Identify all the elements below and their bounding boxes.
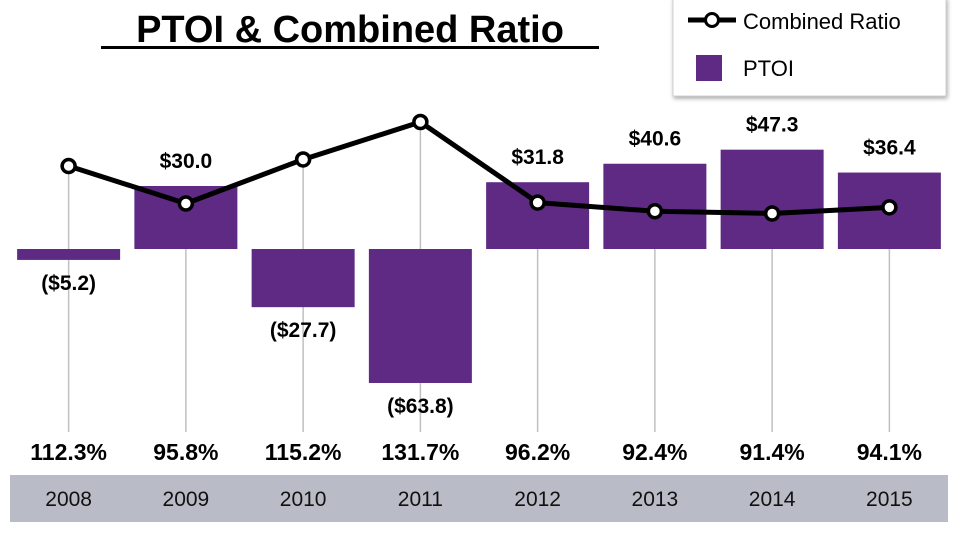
ptoi-bar: [486, 182, 590, 249]
combined-ratio-value-label: 96.2%: [505, 439, 570, 465]
combined-ratio-value-label: 115.2%: [265, 439, 342, 465]
combined-ratio-value-label: 92.4%: [622, 439, 687, 465]
legend: Combined Ratio PTOI: [672, 0, 947, 97]
ptoi-value-label: $31.8: [511, 146, 564, 169]
combined-ratio-value-label: 112.3%: [30, 439, 107, 465]
ptoi-value-label: $47.3: [746, 114, 799, 137]
x-tick-label: 2013: [632, 488, 679, 511]
combined-ratio-value-label: 95.8%: [153, 439, 218, 465]
legend-combined-ratio-label: Combined Ratio: [743, 9, 901, 34]
ptoi-bar: [17, 249, 121, 260]
legend-ptoi-label: PTOI: [743, 56, 794, 81]
combined-ratio-point: [646, 202, 664, 220]
ptoi-value-label: ($27.7): [270, 319, 337, 342]
x-tick-label: 2008: [45, 488, 92, 511]
combined-ratio-line-group: [67, 119, 890, 216]
legend-line-marker: [704, 12, 720, 28]
combined-ratio-point: [294, 151, 312, 168]
combined-ratio-point: [763, 205, 781, 222]
combined-ratio-point: [529, 194, 546, 211]
ptoi-value-label: $30.0: [160, 150, 213, 173]
x-axis-band: [10, 475, 948, 522]
x-tick-label: 2010: [280, 488, 327, 511]
x-tick-label: 2011: [398, 488, 443, 511]
title-group: PTOI & Combined Ratio: [101, 9, 599, 51]
chart-title: PTOI & Combined Ratio: [136, 9, 564, 51]
x-tick-label: 2015: [866, 488, 913, 511]
ptoi-bar: [368, 249, 472, 383]
ptoi-value-label: $40.6: [629, 128, 682, 151]
ptoi-bar: [251, 249, 355, 308]
combined-ratio-value-label: 91.4%: [740, 439, 805, 465]
data-labels: ($5.2) $30.0 ($27.7) ($63.8) $31.8 $40.6 $47.3…: [30, 114, 922, 465]
ptoi-value-label: $36.4: [863, 137, 916, 160]
ptoi-value-label: ($63.8): [387, 395, 454, 418]
combined-ratio-point: [177, 195, 195, 212]
x-tick-label: 2009: [163, 488, 210, 511]
title-underline: [101, 46, 599, 49]
combined-ratio-point: [60, 157, 77, 175]
x-tick-label: 2014: [749, 488, 796, 511]
legend-ptoi-swatch: [696, 55, 722, 81]
combined-ratio-line: [67, 119, 890, 216]
bars: [17, 149, 941, 383]
combined-ratio-markers: [60, 113, 898, 222]
combined-ratio-value-label: 131.7%: [381, 439, 459, 465]
ptoi-value-label: ($5.2): [41, 272, 96, 295]
x-axis-band-group: 2008 2009 2010 2011 2012 2013 2014 2015: [10, 475, 948, 522]
ptoi-bar: [720, 149, 824, 249]
combined-ratio-point: [881, 199, 898, 216]
x-tick-label: 2012: [514, 488, 561, 511]
combined-ratio-point: [412, 113, 429, 131]
combined-ratio-value-label: 94.1%: [857, 439, 922, 465]
